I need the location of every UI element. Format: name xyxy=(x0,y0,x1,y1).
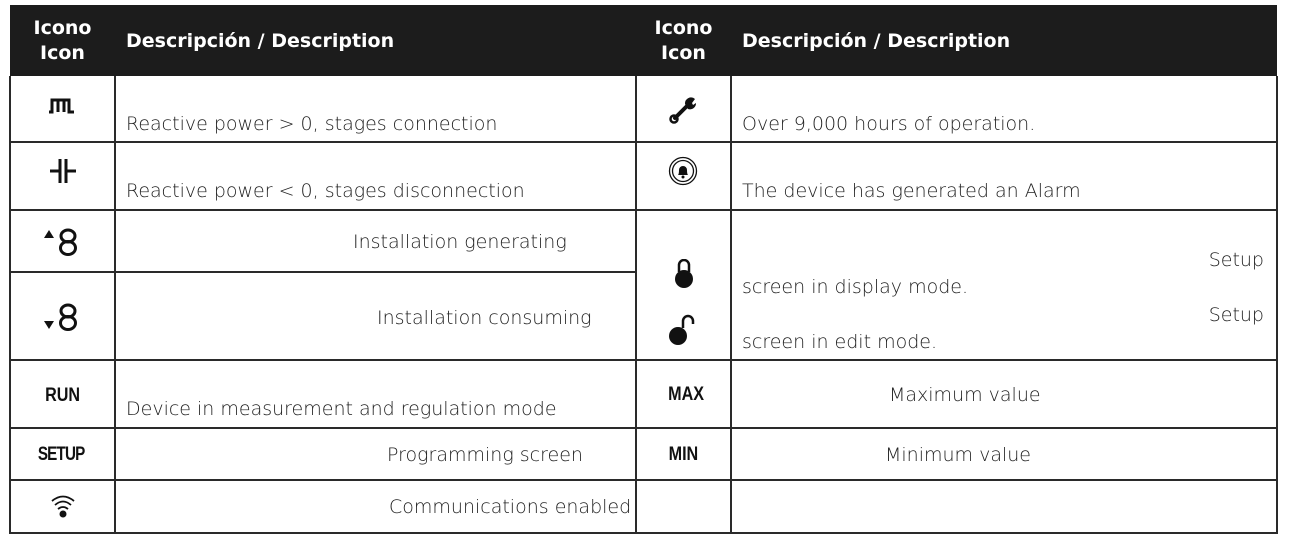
header-icon-en: Icon xyxy=(40,42,85,64)
header-icon: Icono Icon xyxy=(10,16,115,66)
divider xyxy=(9,479,636,481)
divider xyxy=(1276,76,1278,534)
description-text: screen in edit mode. xyxy=(742,331,938,353)
divider xyxy=(636,359,1278,361)
capacitor-icon xyxy=(50,158,76,184)
header-description-right: Descripción / Description xyxy=(742,30,1011,52)
header-description: Descripción / Description xyxy=(126,30,395,52)
wrench-icon xyxy=(668,95,698,125)
description-text: Minimum value xyxy=(885,444,1031,466)
divider xyxy=(636,427,1278,429)
lock-open-icon xyxy=(668,314,698,346)
description-text: Communications enabled xyxy=(389,496,632,518)
divider xyxy=(9,532,1278,534)
divider xyxy=(114,76,116,534)
description-text: Installation generating xyxy=(353,231,567,253)
divider xyxy=(730,76,732,534)
header-icon-right: Icono Icon xyxy=(636,16,731,66)
description-text: The device has generated an Alarm xyxy=(742,180,1081,202)
run-icon: RUN xyxy=(45,385,81,406)
arrow-up-digit-icon xyxy=(44,228,80,256)
divider xyxy=(9,76,11,534)
wifi-icon xyxy=(50,494,76,518)
header-icon-es: Icono xyxy=(654,17,713,39)
stages-connection-icon xyxy=(48,96,76,114)
divider xyxy=(635,76,637,534)
description-text: Over 9,000 hours of operation. xyxy=(742,113,1036,135)
divider xyxy=(9,209,636,211)
header-icon-en: Icon xyxy=(661,42,706,64)
description-text: Setup xyxy=(1208,304,1264,326)
setup-icon: SETUP xyxy=(37,444,85,465)
divider xyxy=(9,141,636,143)
max-icon: MAX xyxy=(668,384,705,405)
divider xyxy=(636,209,1278,211)
description-text: Reactive power > 0, stages connection xyxy=(126,113,498,135)
description-text: screen in display mode. xyxy=(742,276,968,298)
divider xyxy=(636,479,1278,481)
arrow-down-digit-icon xyxy=(44,303,80,331)
header-icon-es: Icono xyxy=(33,17,92,39)
description-text: Programming screen xyxy=(387,444,583,466)
divider xyxy=(9,427,636,429)
alarm-bell-icon xyxy=(668,156,698,186)
description-text: Installation consuming xyxy=(377,307,592,329)
description-text: Reactive power < 0, stages disconnection xyxy=(126,180,525,202)
description-text: Maximum value xyxy=(889,384,1041,406)
table-header xyxy=(10,5,1277,76)
description-text: Setup xyxy=(1208,249,1264,271)
min-icon: MIN xyxy=(668,444,699,465)
lock-closed-icon xyxy=(673,259,695,289)
divider xyxy=(636,141,1278,143)
divider xyxy=(9,271,636,273)
description-text: Device in measurement and regulation mod… xyxy=(126,398,557,420)
divider xyxy=(9,359,636,361)
